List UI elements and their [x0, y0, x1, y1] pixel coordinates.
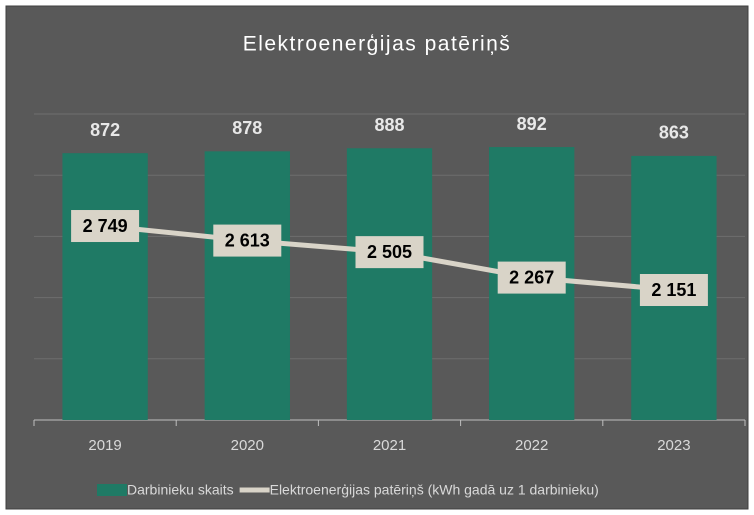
line-value-label: 2 613	[225, 230, 270, 250]
bar-value-label: 878	[232, 118, 262, 138]
bar	[204, 151, 290, 420]
x-tick-label: 2020	[231, 437, 264, 454]
bar	[62, 153, 148, 420]
line-label-box	[213, 224, 282, 257]
bar	[346, 148, 433, 420]
bar-value-label: 872	[90, 120, 120, 140]
x-tick-label: 2022	[515, 437, 548, 454]
line-label-box	[497, 261, 566, 294]
line-value-label: 2 749	[83, 216, 128, 236]
bar-value-label: 888	[374, 115, 404, 135]
line-value-label: 2 267	[509, 267, 554, 287]
line-label-box	[355, 236, 424, 269]
legend-label: Darbinieku skaits	[127, 482, 234, 498]
bar-value-label: 863	[659, 123, 689, 143]
legend-swatch	[97, 484, 127, 496]
x-tick-label: 2019	[88, 437, 121, 454]
bar-value-label: 892	[517, 114, 547, 134]
x-tick-label: 2023	[657, 437, 690, 454]
line-value-label: 2 505	[367, 242, 412, 262]
legend-label: Elektroenerģijas patēriņš (kWh gadā uz 1…	[270, 482, 599, 498]
line-label-box	[639, 274, 708, 307]
chart-title: Elektroenerģijas patēriņš	[243, 33, 512, 56]
line-label-box	[71, 210, 140, 243]
line-value-label: 2 151	[651, 280, 696, 300]
x-tick-label: 2021	[373, 437, 406, 454]
